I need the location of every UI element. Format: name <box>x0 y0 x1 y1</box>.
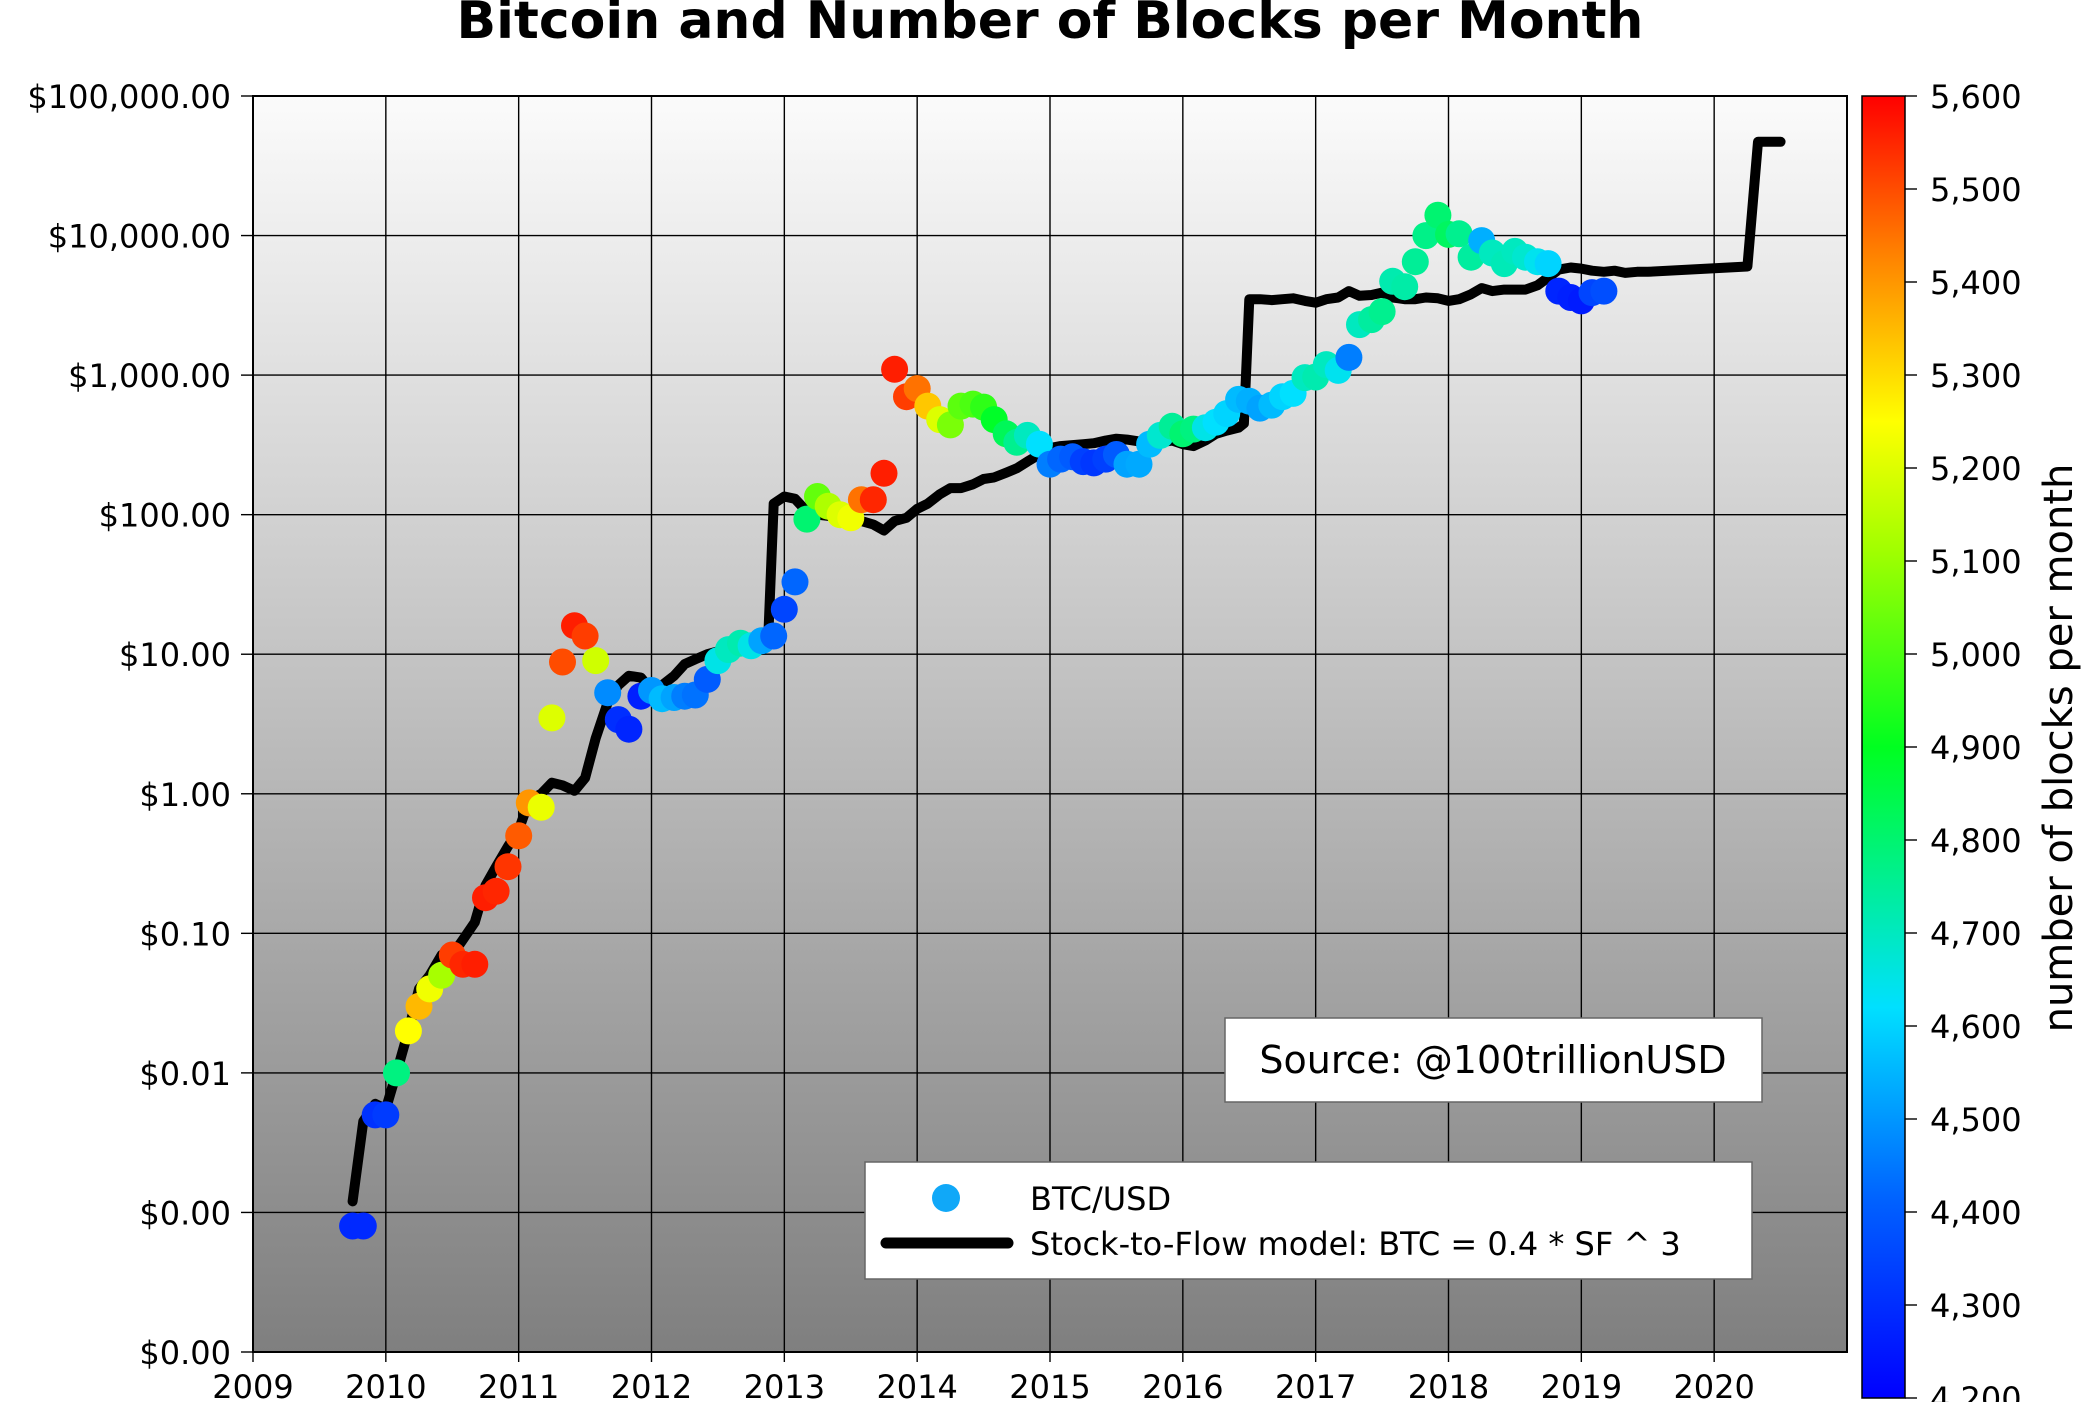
colorbar-tick-label: 4,200 <box>1930 1380 2022 1402</box>
btc-price-point <box>582 647 610 675</box>
btc-price-point <box>859 486 887 514</box>
btc-price-point <box>594 679 622 707</box>
btc-price-point <box>494 853 522 881</box>
colorbar-tick-label: 5,000 <box>1930 636 2022 674</box>
legend: BTC/USD Stock-to-Flow model: BTC = 0.4 *… <box>864 1161 1753 1280</box>
y-tick-label: $0.10 <box>139 915 231 953</box>
btc-price-point <box>383 1059 410 1087</box>
btc-price-point <box>1025 430 1053 458</box>
colorbar-tick-label: 4,300 <box>1930 1287 2022 1325</box>
btc-price-point <box>770 595 798 623</box>
btc-price-point <box>1445 220 1473 248</box>
x-tick-label: 2016 <box>1142 1368 1223 1402</box>
colorbar: 4,200 4,300 4,400 4,500 4,600 4,700 4,800 4,900… <box>1861 78 2082 1402</box>
btc-price-point <box>1368 298 1396 326</box>
y-tick-label: $1.00 <box>139 776 231 814</box>
btc-price-point <box>372 1101 400 1129</box>
btc-price-point <box>394 1017 422 1045</box>
x-tick-label: 2012 <box>611 1368 692 1402</box>
btc-price-point <box>1335 343 1363 371</box>
stock-to-flow-line <box>347 136 1786 1207</box>
y-tick-label: $0.01 <box>139 1055 231 1093</box>
x-tick-label: 2020 <box>1673 1368 1754 1402</box>
btc-price-point <box>1590 277 1618 305</box>
btc-price-point <box>881 355 909 383</box>
x-tick-label: 2009 <box>212 1368 293 1402</box>
btc-price-point <box>1125 450 1153 478</box>
x-tick-label: 2014 <box>876 1368 957 1402</box>
y-tick-label: $0.00 <box>139 1334 231 1372</box>
y-tick-label: $10,000.00 <box>48 218 231 256</box>
btc-price-point <box>349 1212 377 1240</box>
colorbar-tick-label: 5,300 <box>1930 357 2022 395</box>
colorbar-gradient <box>1861 95 1906 1399</box>
colorbar-tick-label: 5,500 <box>1930 171 2022 209</box>
x-tick-label: 2015 <box>1009 1368 1090 1402</box>
btc-price-point <box>1534 250 1562 278</box>
btc-price-point <box>549 648 576 676</box>
x-tick-label: 2018 <box>1408 1368 1489 1402</box>
legend-marker-btc-usd <box>932 1184 960 1212</box>
colorbar-tick-label: 4,600 <box>1930 1008 2022 1046</box>
colorbar-tick-label: 5,100 <box>1930 543 2022 581</box>
x-tick-label: 2010 <box>345 1368 426 1402</box>
x-tick-label: 2013 <box>744 1368 825 1402</box>
x-axis-ticks: 2009 2010 2011 2012 2013 2014 2015 2016 2017 2018… <box>212 1352 1755 1402</box>
source-annotation: Source: @100trillionUSD <box>1259 1038 1726 1082</box>
btc-price-point <box>527 793 555 821</box>
colorbar-ticks: 4,200 4,300 4,400 4,500 4,600 4,700 4,800 4,900… <box>1905 78 2022 1402</box>
btc-price-point <box>505 822 533 850</box>
btc-price-point <box>571 622 599 650</box>
btc-price-point <box>461 950 489 978</box>
y-axis-ticks: $0.00 $0.00 $0.01 $0.10 $1.00 $10.00 $100.00 $1… <box>27 78 253 1372</box>
btc-price-point <box>538 704 566 732</box>
x-tick-label: 2019 <box>1541 1368 1622 1402</box>
stock-to-flow-line-layer <box>347 136 1786 1207</box>
x-tick-label: 2017 <box>1275 1368 1356 1402</box>
y-tick-label: $100,000.00 <box>27 78 231 116</box>
btc-price-point <box>1412 222 1440 250</box>
btc-price-point <box>781 568 809 596</box>
btc-price-point <box>428 961 456 989</box>
legend-label-btc-usd: BTC/USD <box>1030 1180 1171 1218</box>
y-tick-label: $100.00 <box>99 497 231 535</box>
y-tick-label: $0.00 <box>139 1194 231 1232</box>
y-tick-label: $1,000.00 <box>68 357 231 395</box>
btc-price-point <box>870 459 898 487</box>
colorbar-tick-label: 4,700 <box>1930 915 2022 953</box>
legend-label-stock-to-flow: Stock-to-Flow model: BTC = 0.4 * SF ^ 3 <box>1030 1225 1681 1263</box>
btc-price-point <box>482 877 510 905</box>
colorbar-tick-label: 5,200 <box>1930 450 2022 488</box>
colorbar-tick-label: 5,400 <box>1930 264 2022 302</box>
colorbar-label: number of blocks per month <box>2036 464 2082 1033</box>
btc-price-point <box>1391 273 1419 301</box>
x-tick-label: 2011 <box>478 1368 559 1402</box>
colorbar-tick-label: 4,500 <box>1930 1101 2022 1139</box>
source-annotation-box: Source: @100trillionUSD <box>1224 1017 1763 1103</box>
chart-title: Bitcoin and Number of Blocks per Month <box>457 0 1644 51</box>
btc-price-point <box>760 622 788 650</box>
colorbar-tick-label: 4,400 <box>1930 1194 2022 1232</box>
colorbar-tick-label: 4,900 <box>1930 729 2022 767</box>
btc-price-point <box>1401 248 1429 276</box>
btc-price-points-layer <box>339 201 1618 1240</box>
y-tick-label: $10.00 <box>119 636 231 674</box>
colorbar-tick-label: 5,600 <box>1930 78 2022 116</box>
colorbar-tick-label: 4,800 <box>1930 822 2022 860</box>
btc-price-point <box>615 715 643 743</box>
btc-price-point <box>793 505 821 533</box>
